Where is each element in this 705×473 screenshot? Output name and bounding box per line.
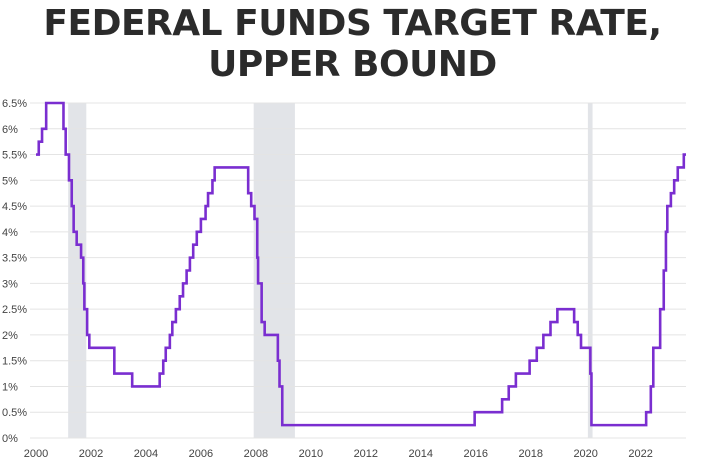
y-tick-label: 1% — [2, 381, 18, 393]
x-tick-label: 2002 — [79, 448, 103, 460]
y-tick-label: 6.5% — [2, 98, 27, 110]
x-tick-label: 2018 — [518, 448, 542, 460]
y-tick-label: 0.5% — [2, 407, 27, 419]
series-line-0 — [36, 101, 686, 427]
chart-title-line-1: FEDERAL FUNDS TARGET RATE, — [43, 3, 662, 44]
x-tick-label: 2000 — [24, 448, 48, 460]
x-tick-label: 2016 — [464, 448, 488, 460]
gridlines — [30, 102, 686, 439]
chart-title-line-2: UPPER BOUND — [208, 44, 497, 85]
x-tick-label: 2012 — [354, 448, 378, 460]
x-tick-label: 2008 — [244, 448, 268, 460]
y-tick-label: 0% — [2, 433, 18, 445]
y-tick-label: 5% — [2, 175, 18, 187]
x-tick-label: 2014 — [409, 448, 433, 460]
y-tick-label: 2% — [2, 330, 18, 342]
y-tick-label: 4.5% — [2, 201, 27, 213]
x-tick-label: 2006 — [189, 448, 213, 460]
recession-band-1 — [253, 103, 295, 438]
y-tick-label: 3.5% — [2, 253, 27, 265]
chart-title: FEDERAL FUNDS TARGET RATE, UPPER BOUND — [0, 3, 705, 85]
y-tick-label: 2.5% — [2, 304, 27, 316]
x-tick-label: 2004 — [134, 448, 158, 460]
x-tick-label: 2010 — [299, 448, 323, 460]
y-tick-label: 3% — [2, 278, 18, 290]
y-tick-label: 6% — [2, 124, 18, 136]
x-tick-label: 2022 — [628, 448, 652, 460]
x-tick-label: 2020 — [573, 448, 597, 460]
y-tick-label: 5.5% — [2, 150, 27, 162]
recession-band-2 — [587, 103, 593, 438]
y-tick-label: 1.5% — [2, 356, 27, 368]
series-lines — [36, 101, 686, 427]
y-tick-label: 4% — [2, 227, 18, 239]
y-axis-tick-labels: 0% 0.5% 1% 1.5% 2% 2.5% 3% 3.5% 4% 4.5% 5% 5.5% 6% 6.… — [2, 98, 27, 445]
x-axis-tick-labels: 2000 2002 2004 2006 2008 2010 2012 2014 2016 2018… — [24, 448, 653, 460]
